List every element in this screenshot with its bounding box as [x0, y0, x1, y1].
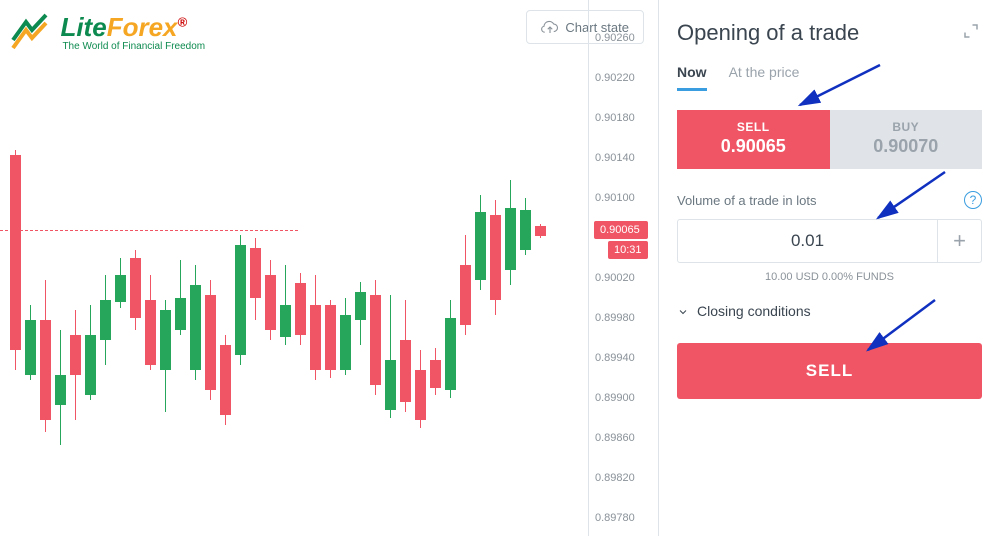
sell-price-button[interactable]: SELL 0.90065 [677, 110, 830, 169]
logo-mark-icon [8, 10, 52, 54]
buy-label: BUY [830, 120, 983, 134]
buy-price-button[interactable]: BUY 0.90070 [830, 110, 983, 169]
sell-action-button[interactable]: SELL [677, 343, 982, 399]
trade-panel: Opening of a trade Now At the price SELL… [658, 0, 1000, 536]
logo-tagline: The World of Financial Freedom [62, 41, 205, 52]
sell-label: SELL [677, 120, 830, 134]
buy-price: 0.90070 [830, 136, 983, 157]
closing-conditions-label: Closing conditions [697, 303, 811, 319]
volume-label: Volume of a trade in lots [677, 193, 816, 208]
volume-plus-button[interactable]: + [937, 219, 981, 263]
tab-at-price[interactable]: At the price [729, 64, 800, 91]
order-type-tabs: Now At the price [677, 64, 982, 92]
closing-conditions-toggle[interactable]: Closing conditions [677, 303, 982, 319]
current-price-label: 0.90065 [594, 221, 648, 239]
current-price-line [0, 230, 298, 231]
panel-title: Opening of a trade [677, 20, 982, 46]
expand-icon[interactable] [962, 22, 980, 40]
volume-info: 10.00 USD 0.00% FUNDS [677, 271, 982, 283]
volume-input-wrap: + [677, 219, 982, 263]
chevron-down-icon [677, 305, 689, 317]
logo: LiteForex® The World of Financial Freedo… [8, 10, 205, 54]
sell-price: 0.90065 [677, 136, 830, 157]
current-time-label: 10:31 [608, 241, 648, 259]
price-chart[interactable] [0, 0, 650, 536]
tab-now[interactable]: Now [677, 64, 707, 91]
price-buttons: SELL 0.90065 BUY 0.90070 [677, 110, 982, 169]
help-icon[interactable]: ? [964, 191, 982, 209]
logo-brand: LiteForex® [60, 12, 205, 43]
volume-input[interactable] [678, 231, 937, 251]
y-axis: 0.902600.902200.901800.901400.901000.900… [588, 0, 648, 536]
